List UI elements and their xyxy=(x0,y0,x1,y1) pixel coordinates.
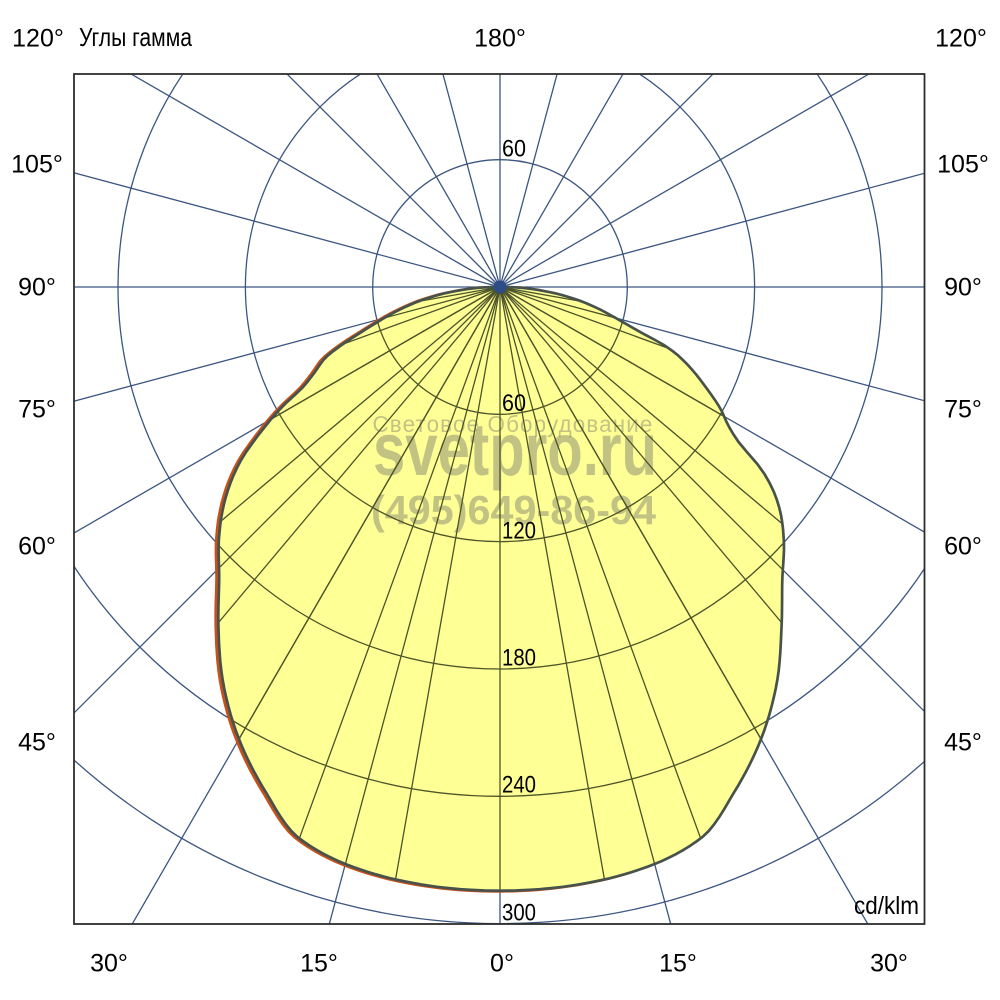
svg-text:Световое Оборудование: Световое Оборудование xyxy=(373,411,654,437)
svg-text:30°: 30° xyxy=(870,950,908,978)
svg-text:45°: 45° xyxy=(18,729,56,757)
svg-text:60°: 60° xyxy=(944,533,982,561)
svg-text:300: 300 xyxy=(502,900,536,927)
svg-text:60°: 60° xyxy=(18,533,56,561)
svg-text:120°: 120° xyxy=(935,25,987,53)
svg-text:15°: 15° xyxy=(659,950,697,978)
svg-text:180°: 180° xyxy=(474,25,526,53)
svg-text:cd/klm: cd/klm xyxy=(854,892,919,920)
svg-text:60: 60 xyxy=(502,136,526,163)
svg-text:svetpro.ru: svetpro.ru xyxy=(373,408,657,491)
svg-text:60: 60 xyxy=(502,390,526,417)
svg-text:180: 180 xyxy=(502,645,536,672)
svg-text:120: 120 xyxy=(502,518,536,545)
svg-text:90°: 90° xyxy=(18,274,56,302)
svg-text:15°: 15° xyxy=(300,950,338,978)
svg-text:45°: 45° xyxy=(944,729,982,757)
svg-text:75°: 75° xyxy=(18,396,56,424)
svg-text:105°: 105° xyxy=(937,151,989,179)
svg-text:105°: 105° xyxy=(11,151,63,179)
svg-text:120°: 120° xyxy=(12,25,64,53)
svg-text:0°: 0° xyxy=(490,950,514,978)
svg-text:240: 240 xyxy=(502,772,536,799)
svg-text:30°: 30° xyxy=(90,950,128,978)
svg-text:75°: 75° xyxy=(944,396,982,424)
svg-text:90°: 90° xyxy=(944,274,982,302)
svg-text:Углы гамма: Углы гамма xyxy=(79,22,192,52)
